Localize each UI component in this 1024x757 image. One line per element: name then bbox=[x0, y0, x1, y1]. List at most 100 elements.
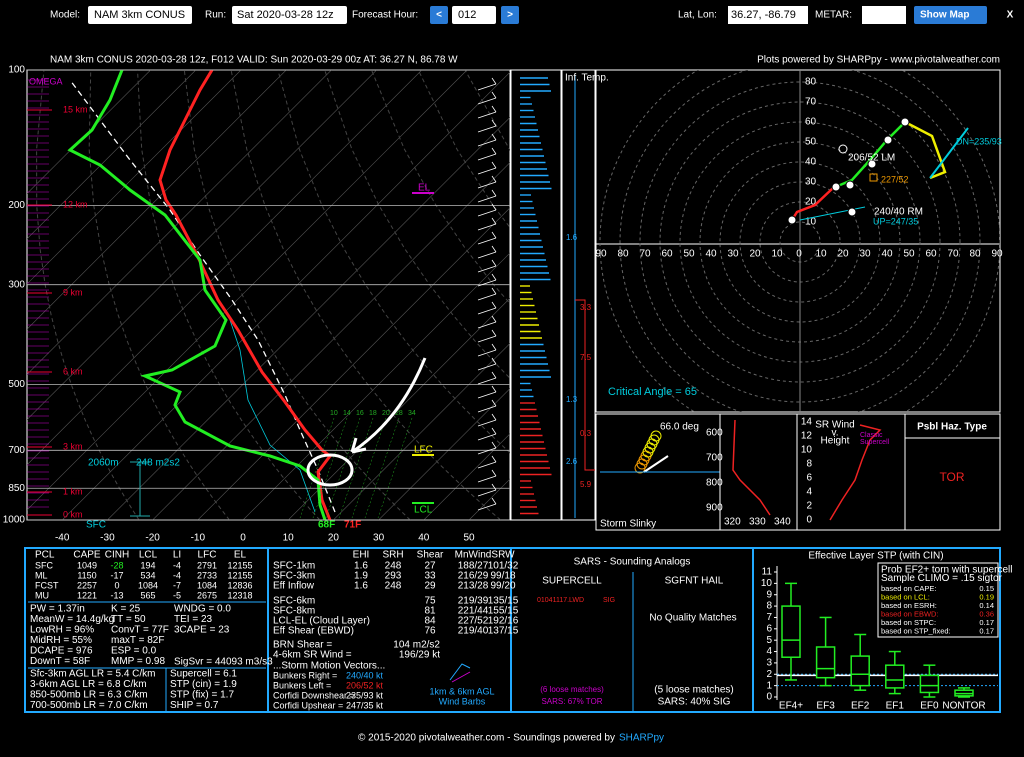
wind-barb bbox=[491, 469, 497, 477]
index: TT = 50 bbox=[111, 614, 146, 625]
latlon-value: 36.27, -86.79 bbox=[731, 9, 796, 21]
hodo-point bbox=[831, 182, 841, 192]
lapse-rate: 3-6km AGL LR = 6.8 C/km bbox=[30, 679, 147, 690]
kin-cell: SFC-3km bbox=[273, 571, 315, 582]
label: Plots powered by SHARPpy - www.pivotalwe… bbox=[757, 55, 1000, 66]
show-map-button[interactable] bbox=[914, 6, 987, 24]
isotherm bbox=[27, 70, 332, 375]
stp-category: EF2 bbox=[851, 701, 870, 712]
wind-barb bbox=[491, 287, 497, 295]
wind-barb bbox=[491, 259, 497, 267]
wind-barb bbox=[477, 447, 497, 455]
label: No Quality Matches bbox=[649, 613, 736, 624]
wind-barb bbox=[491, 133, 497, 141]
legend-row: based on STP_fixed: bbox=[881, 626, 951, 635]
height-label: 9 km bbox=[63, 287, 83, 297]
legend-row: 0.17 bbox=[979, 626, 994, 635]
wind-barb bbox=[477, 237, 497, 245]
axis-label: 70 bbox=[639, 249, 651, 260]
kin-cell: 227/52 bbox=[458, 616, 489, 627]
theta-pressure: 600 bbox=[706, 428, 723, 439]
hodo-point bbox=[867, 159, 877, 169]
kin-cell: 29 bbox=[424, 581, 436, 592]
label: ...Storm Motion Vectors... bbox=[273, 661, 385, 672]
virtual-trace bbox=[229, 319, 316, 513]
metar-input[interactable] bbox=[862, 6, 906, 24]
mixing-ratio-label: 18 bbox=[369, 410, 377, 417]
wind-barb bbox=[477, 391, 497, 399]
close-button[interactable]: X bbox=[1007, 10, 1014, 21]
footer-link[interactable]: SHARPpy bbox=[619, 733, 664, 744]
hodo-ring bbox=[639, 81, 961, 403]
kin-misc: 4-6km SR Wind = bbox=[273, 650, 352, 661]
axis-label: 80 bbox=[617, 249, 629, 260]
hour-select[interactable] bbox=[452, 6, 496, 24]
model-select[interactable] bbox=[88, 6, 192, 24]
kin-cell: 76 bbox=[424, 626, 436, 637]
kin-cell: 1.6 bbox=[354, 561, 368, 572]
kin-header: MnWind bbox=[455, 550, 492, 561]
height-label: 1 km bbox=[63, 486, 83, 496]
mixing-ratio bbox=[312, 417, 348, 519]
run-select[interactable] bbox=[232, 6, 347, 24]
run-value: Sat 2020-03-28 12z bbox=[237, 9, 334, 21]
axis-label: 10 bbox=[815, 249, 827, 260]
thermo-cell: 534 bbox=[140, 570, 155, 580]
footer-text: © 2015-2020 pivotalweather.com - Soundin… bbox=[358, 733, 615, 744]
wind-barb bbox=[491, 189, 497, 197]
wind-barb bbox=[491, 147, 497, 155]
theta-temp: 330 bbox=[749, 517, 766, 528]
wind-barb bbox=[477, 153, 497, 161]
kin-misc: 104 m2/s2 bbox=[393, 640, 440, 651]
dry-adiabat bbox=[277, 70, 510, 454]
lapse-rate: Sfc-3km AGL LR = 5.4 C/km bbox=[30, 669, 156, 680]
lm-marker bbox=[838, 144, 848, 154]
wind-barb bbox=[477, 363, 497, 371]
index: MMP = 0.98 bbox=[111, 656, 165, 667]
kin-header: Shear bbox=[417, 550, 444, 561]
show-map-label: Show Map bbox=[920, 10, 969, 21]
label: NAM 3km CONUS 2020-03-28 12z, F012 VALID… bbox=[50, 55, 458, 66]
thermo-cell: -4 bbox=[173, 570, 181, 580]
thermo-cell: 1084 bbox=[138, 580, 158, 590]
wind-barb bbox=[491, 399, 497, 407]
hodo-point bbox=[845, 180, 855, 190]
hazard-type: TOR bbox=[939, 470, 964, 484]
thermo-header: CINH bbox=[105, 550, 129, 561]
stp-tick-label: 9 bbox=[766, 589, 772, 600]
isotherm bbox=[423, 433, 510, 520]
wind-barb bbox=[477, 349, 497, 357]
prev-button[interactable] bbox=[430, 6, 448, 24]
wind-barb bbox=[477, 461, 497, 469]
srwind-height: 12 bbox=[801, 431, 813, 442]
param: STP (fix) = 1.7 bbox=[170, 690, 234, 701]
wind-barb bbox=[491, 357, 497, 365]
thermo-cell: -13 bbox=[110, 590, 123, 600]
kin-cell: 219/39 bbox=[458, 596, 489, 607]
mixing-ratio bbox=[377, 417, 413, 519]
smv: Bunkers Right = bbox=[273, 670, 337, 680]
thermo-cell: 12155 bbox=[227, 570, 252, 580]
next-button[interactable] bbox=[501, 6, 519, 24]
axis-label: 90 bbox=[595, 249, 607, 260]
annotation-circle bbox=[306, 453, 354, 487]
thermo-cell: -7 bbox=[173, 580, 181, 590]
wind-barb bbox=[477, 433, 497, 441]
wind-barb bbox=[491, 497, 497, 505]
axis-label: 0 bbox=[796, 249, 802, 260]
pressure-label: 300 bbox=[8, 279, 25, 290]
latlon-input[interactable] bbox=[728, 6, 808, 24]
label: DN=235/93 bbox=[956, 136, 1002, 146]
theta-trace bbox=[732, 419, 771, 516]
thermo-cell: 2257 bbox=[77, 580, 97, 590]
axis-label: 60 bbox=[925, 249, 937, 260]
kin-cell: 99/20 bbox=[490, 581, 515, 592]
sfc-t: 71F bbox=[344, 520, 361, 531]
mixing-ratio bbox=[364, 417, 400, 519]
hodo-point bbox=[900, 117, 910, 127]
pressure-label: 100 bbox=[8, 65, 25, 76]
wind-barb bbox=[477, 111, 497, 119]
kin-misc: BRN Shear = bbox=[273, 640, 332, 651]
temp-label: 10 bbox=[283, 533, 295, 544]
